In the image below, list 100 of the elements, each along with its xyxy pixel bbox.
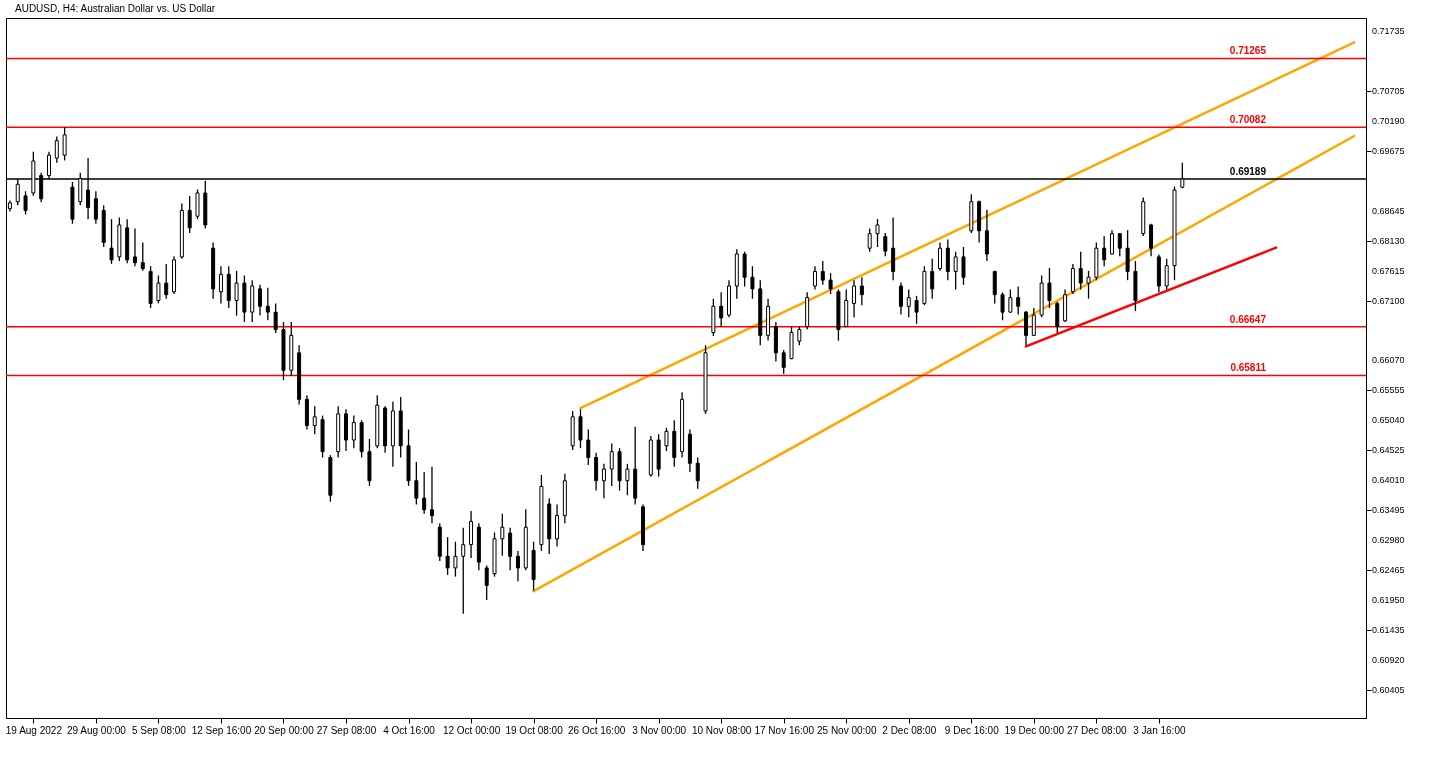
ref-line-label: 0.70082 [1229,114,1267,126]
candlestick [23,190,28,216]
candlestick [1086,270,1091,300]
candlestick [1000,291,1005,321]
y-tick-label: 0.61950 [1372,594,1405,605]
candlestick [62,126,67,162]
candlestick [984,209,989,262]
candlestick [461,527,466,615]
candlestick [1055,301,1060,334]
candlestick [187,195,192,234]
candlestick [1070,263,1075,295]
candlestick [422,471,427,515]
x-tick-label: 12 Oct 00:00 [442,724,501,736]
x-tick-label: 19 Oct 08:00 [505,724,564,736]
candlestick [898,281,903,316]
candlestick [140,241,145,272]
y-tick-label: 0.61435 [1372,624,1405,635]
ref-line-label: 0.69189 [1229,166,1267,178]
ref-line-label: 0.65811 [1230,362,1267,374]
candlestick [586,428,591,466]
x-tick-label: 25 Nov 00:00 [816,724,877,736]
x-tick-label: 5 Sep 08:00 [131,724,187,736]
candlestick [750,265,755,300]
y-tick-label: 0.67100 [1372,295,1405,306]
candlestick [1149,223,1154,257]
x-tick-label: 19 Aug 2022 [5,724,63,736]
candlestick [742,251,747,288]
y-tick-label: 0.65555 [1372,385,1405,396]
y-tick-label: 0.69675 [1372,145,1405,156]
candlestick [273,302,278,334]
candlestick [1117,232,1122,257]
x-tick-label: 17 Nov 16:00 [754,724,815,736]
y-tick-label: 0.62465 [1372,564,1405,575]
y-tick-label: 0.62980 [1372,535,1405,546]
x-tick-label: 19 Dec 00:00 [1004,724,1065,736]
candlestick [930,258,935,300]
candlestick [234,270,239,317]
candlestick [429,466,434,524]
candlestick [883,232,888,257]
candlestick [914,295,919,325]
chart-title: AUDUSD, H4: Australian Dollar vs. US Dollar [15,3,216,14]
candlestick [953,251,958,291]
x-tick-label: 10 Nov 08:00 [691,724,752,736]
y-tick-label: 0.67615 [1372,265,1405,276]
candlestick [445,536,450,576]
candlestick [891,216,896,281]
candlestick [664,427,669,452]
y-tick-label: 0.60405 [1372,684,1405,695]
candlestick [945,238,950,281]
candlestick [414,461,419,506]
candlestick [625,463,630,496]
candlestick [719,291,724,328]
candlestick [1016,285,1021,316]
candlestick [961,246,966,286]
candlestick [156,274,161,305]
ref-line-label: 0.66647 [1229,313,1267,325]
candlestick [1078,251,1083,291]
candlestick [852,279,857,319]
x-tick-label: 4 Oct 16:00 [383,724,436,736]
y-tick-label: 0.63495 [1372,505,1405,516]
y-tick-label: 0.64525 [1372,445,1405,456]
candlestick [54,135,59,164]
candlestick [469,510,474,559]
y-tick-label: 0.65040 [1372,415,1405,426]
x-tick-label: 9 Dec 16:00 [944,724,1000,736]
candlestick [797,326,802,346]
candlestick [1024,310,1028,346]
candlestick [453,541,458,578]
y-tick-label: 0.64010 [1372,475,1405,486]
candlestick [906,288,911,319]
y-tick-label: 0.60920 [1372,654,1405,665]
candlestick [484,564,489,601]
candlestick [351,414,356,449]
candlestick [601,463,606,499]
candlestick [695,456,700,490]
x-tick-label: 27 Sep 08:00 [316,724,377,736]
candlestick [875,218,880,248]
candlestick [258,284,263,317]
x-tick-label: 3 Jan 16:00 [1133,724,1186,736]
candlestick [781,349,786,375]
candlestick [594,452,599,492]
x-tick-label: 12 Sep 16:00 [191,724,252,736]
x-tick-label: 27 Dec 08:00 [1067,724,1128,736]
candlestick [93,190,98,225]
candlestick [1164,258,1169,291]
y-tick-label: 0.68645 [1372,205,1405,216]
ref-line-label: 0.71265 [1229,45,1267,57]
candlestick [1047,267,1052,309]
candlestick [867,227,872,253]
candlestick [820,260,825,286]
candlestick [812,265,817,291]
candlestick [578,408,583,449]
candlestick [500,513,505,557]
y-tick-label: 0.68130 [1372,235,1405,246]
candlestick [1125,229,1130,281]
candlestick [312,405,317,435]
y-tick-label: 0.71735 [1372,26,1405,37]
candlestick [828,272,833,295]
candlestick [1102,235,1107,267]
candlestick [938,241,943,272]
